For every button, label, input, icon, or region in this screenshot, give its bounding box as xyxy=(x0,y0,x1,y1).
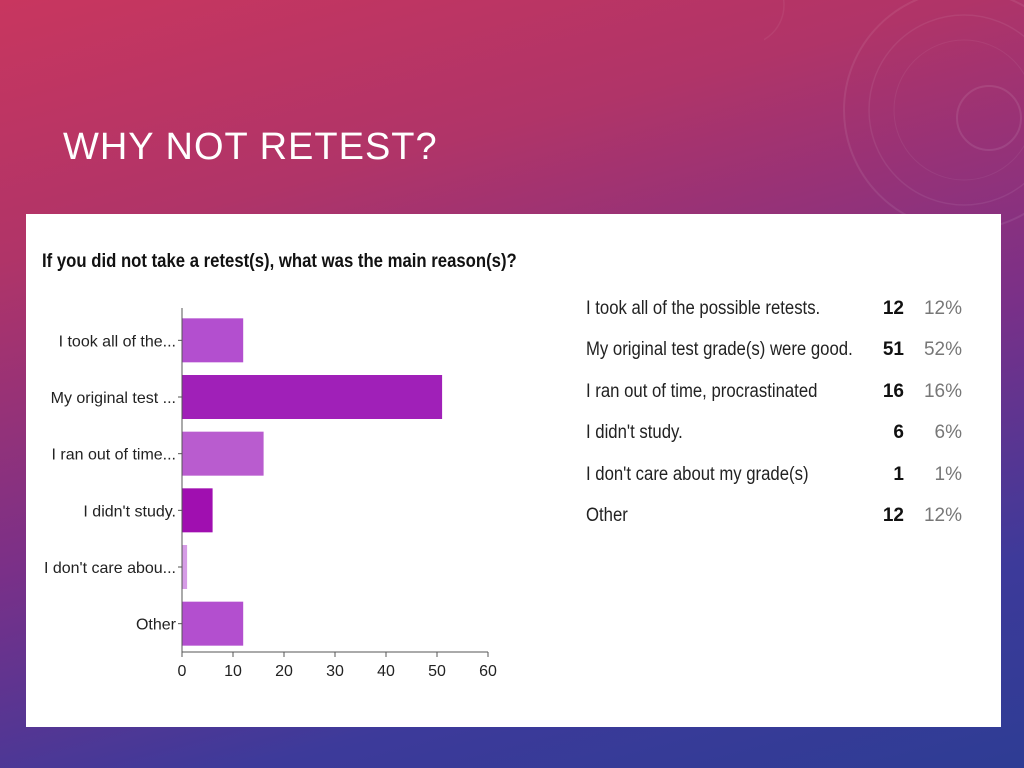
summary-row: I ran out of time, procrastinated 16 16% xyxy=(586,381,986,422)
summary-row: I took all of the possible retests. 12 12% xyxy=(586,298,986,339)
summary-count: 6 xyxy=(893,422,904,444)
bar xyxy=(182,545,188,589)
summary-row: My original test grade(s) were good. 51 52… xyxy=(586,339,986,380)
summary-percent: 52% xyxy=(923,339,962,361)
summary-percent: 1% xyxy=(934,463,962,485)
summary-percent: 16% xyxy=(923,380,962,402)
summary-table: I took all of the possible retests. 12 12%… xyxy=(586,298,986,546)
summary-label: My original test grade(s) were good. xyxy=(586,339,853,361)
category-label: I ran out of time... xyxy=(52,447,177,464)
x-tick-label: 40 xyxy=(377,663,395,680)
bar xyxy=(182,601,244,646)
x-tick-label: 30 xyxy=(326,663,344,680)
category-label: I took all of the... xyxy=(59,333,176,350)
bar-chart: I took all of the... My original test ...… xyxy=(44,308,497,680)
survey-results-panel: If you did not take a retest(s), what wa… xyxy=(26,214,1001,727)
summary-count: 12 xyxy=(882,504,904,526)
summary-label: Other xyxy=(586,504,628,526)
bar xyxy=(182,488,213,533)
summary-row: I didn't study. 6 6% xyxy=(586,422,986,463)
category-label: I didn't study. xyxy=(83,503,176,520)
x-tick-label: 60 xyxy=(479,663,497,680)
bar xyxy=(182,375,443,419)
summary-percent: 6% xyxy=(934,422,962,444)
x-tick-label: 0 xyxy=(178,663,187,680)
summary-count: 12 xyxy=(882,298,904,319)
x-tick-label: 20 xyxy=(275,663,293,680)
summary-percent: 12% xyxy=(923,504,962,526)
summary-label: I ran out of time, procrastinated xyxy=(586,380,818,402)
bar xyxy=(182,318,244,363)
chart-title: If you did not take a retest(s), what wa… xyxy=(42,251,517,272)
slide-title: WHY NOT RETEST? xyxy=(63,126,438,168)
summary-count: 51 xyxy=(882,339,904,361)
summary-label: I took all of the possible retests. xyxy=(586,298,821,319)
x-tick-label: 10 xyxy=(224,663,242,680)
x-tick-label: 50 xyxy=(428,663,446,680)
summary-row: Other 12 12% xyxy=(586,505,986,546)
category-label: I don't care abou... xyxy=(44,560,176,577)
bar xyxy=(182,431,264,476)
summary-percent: 12% xyxy=(923,298,962,319)
summary-count: 1 xyxy=(893,463,904,485)
summary-count: 16 xyxy=(882,380,904,402)
summary-row: I don't care about my grade(s) 1 1% xyxy=(586,464,986,505)
decorative-circles xyxy=(764,0,1024,231)
category-label: My original test ... xyxy=(51,390,176,407)
category-label: Other xyxy=(136,617,177,634)
summary-label: I didn't study. xyxy=(586,422,683,444)
summary-label: I don't care about my grade(s) xyxy=(586,463,809,485)
